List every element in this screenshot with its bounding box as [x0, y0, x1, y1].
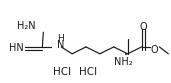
Text: HCl: HCl	[53, 67, 71, 77]
Text: O: O	[151, 45, 158, 55]
Text: H₂N: H₂N	[17, 21, 36, 31]
Text: •: •	[124, 52, 128, 58]
Text: H: H	[57, 34, 64, 43]
Text: NH₂: NH₂	[114, 57, 133, 67]
Text: HCl: HCl	[79, 67, 97, 77]
Text: N: N	[57, 40, 64, 50]
Text: HN: HN	[9, 43, 23, 53]
Text: O: O	[140, 22, 147, 32]
